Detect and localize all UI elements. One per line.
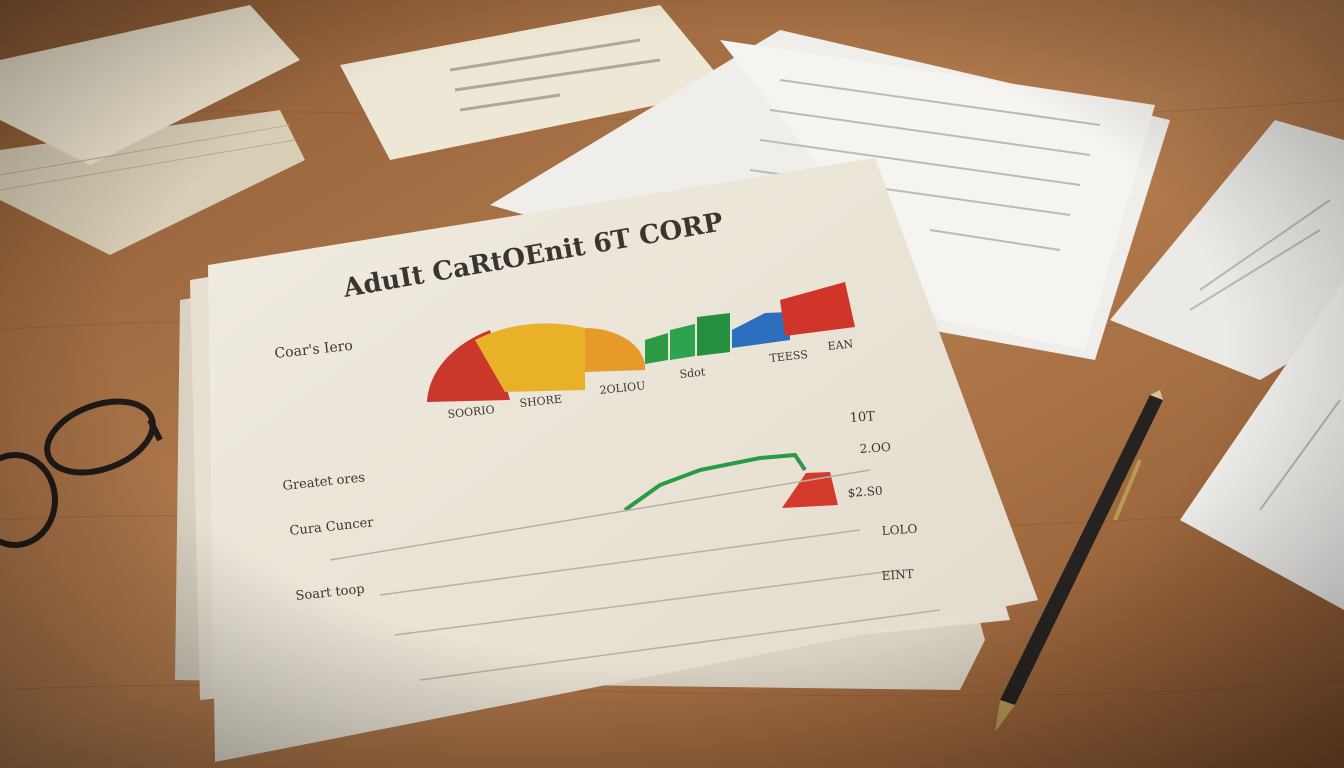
document-label: Sdot bbox=[679, 365, 706, 381]
document-label: 2.OO bbox=[859, 440, 891, 456]
document-label: $2.S0 bbox=[847, 484, 883, 500]
document-label: 10T bbox=[849, 409, 876, 426]
document-label: LOLO bbox=[881, 522, 918, 538]
document-label: EAN bbox=[827, 337, 854, 353]
document-label: EINT bbox=[881, 567, 914, 583]
